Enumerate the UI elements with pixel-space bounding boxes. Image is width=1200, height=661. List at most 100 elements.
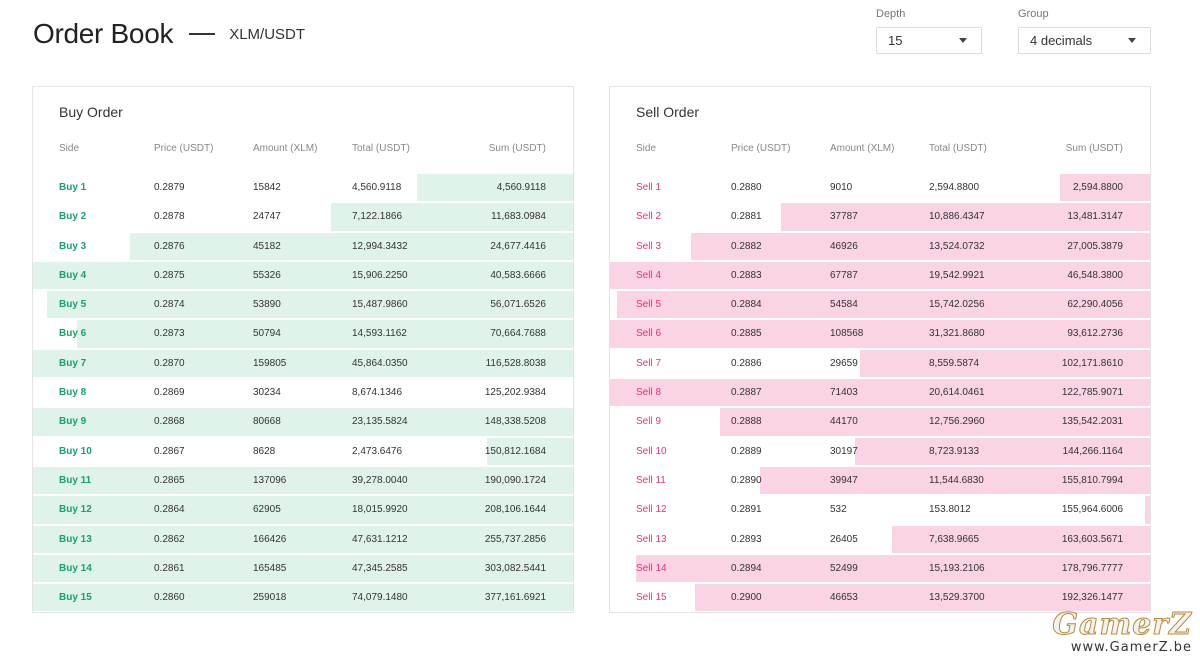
depth-bar bbox=[610, 379, 1150, 407]
total-cell: 74,079.1480 bbox=[352, 592, 408, 604]
depth-bar bbox=[130, 232, 573, 260]
table-row[interactable]: Sell 4 0.2883 67787 19,542.9921 46,548.3800 bbox=[610, 261, 1150, 290]
amount-cell: 166426 bbox=[253, 533, 287, 545]
total-cell: 45,864.0350 bbox=[352, 357, 408, 369]
amount-cell: 159805 bbox=[253, 357, 287, 369]
table-row[interactable]: Sell 8 0.2887 71403 20,614.0461 122,785.9071 bbox=[610, 378, 1150, 407]
total-cell: 7,638.9665 bbox=[929, 533, 980, 545]
page-title: Order Book bbox=[33, 18, 174, 49]
group-control: Group 4 decimals bbox=[1018, 8, 1151, 54]
table-row[interactable]: Sell 5 0.2884 54584 15,742.0256 62,290.4056 bbox=[610, 290, 1150, 319]
table-row[interactable]: Buy 10 0.2867 8628 2,473.6476 150,812.1684 bbox=[33, 437, 573, 466]
total-cell: 8,674.1346 bbox=[352, 387, 403, 399]
table-row[interactable]: Sell 12 0.2891 532 153.8012 155,964.6006 bbox=[610, 495, 1150, 524]
table-row[interactable]: Buy 4 0.2875 55326 15,906.2250 40,583.6666 bbox=[33, 261, 573, 290]
amount-cell: 532 bbox=[830, 504, 847, 516]
table-row[interactable]: Sell 11 0.2890 39947 11,544.6830 155,810.799… bbox=[610, 466, 1150, 495]
col-side: Side bbox=[59, 143, 80, 154]
price-cell: 0.2882 bbox=[731, 240, 762, 252]
amount-cell: 53890 bbox=[253, 299, 281, 311]
table-row[interactable]: Sell 13 0.2893 26405 7,638.9665 163,603.5671 bbox=[610, 525, 1150, 554]
price-cell: 0.2893 bbox=[731, 533, 762, 545]
chevron-down-icon bbox=[1128, 38, 1136, 43]
depth-bar bbox=[610, 261, 1150, 290]
group-select[interactable]: 4 decimals bbox=[1018, 27, 1151, 54]
total-cell: 13,529.3700 bbox=[929, 592, 985, 604]
depth-bar bbox=[417, 174, 573, 202]
amount-cell: 15842 bbox=[253, 182, 281, 193]
watermark-url: www.GamerZ.be bbox=[1070, 640, 1192, 655]
table-row[interactable]: Buy 13 0.2862 166426 47,631.1212 255,737.285… bbox=[33, 525, 573, 554]
depth-bar bbox=[33, 466, 573, 495]
table-row[interactable]: Buy 9 0.2868 80668 23,135.5824 148,338.5208 bbox=[33, 407, 573, 436]
table-row[interactable]: Buy 6 0.2873 50794 14,593.1162 70,664.7688 bbox=[33, 319, 573, 348]
col-total: Total (USDT) bbox=[929, 143, 987, 154]
table-row[interactable]: Buy 11 0.2865 137096 39,278.0040 190,090.172… bbox=[33, 466, 573, 495]
table-row[interactable]: Sell 10 0.2889 30197 8,723.9133 144,266.1164 bbox=[610, 437, 1150, 466]
table-row[interactable]: Buy 5 0.2874 53890 15,487.9860 56,071.6526 bbox=[33, 290, 573, 319]
table-row[interactable]: Buy 2 0.2878 24747 7,122.1866 11,683.0984 bbox=[33, 202, 573, 231]
price-cell: 0.2886 bbox=[731, 357, 762, 369]
watermark-logo: GamerZ bbox=[1052, 607, 1192, 642]
table-row[interactable]: Sell 1 0.2880 9010 2,594.8800 2,594.8800 bbox=[610, 173, 1150, 202]
price-cell: 0.2883 bbox=[731, 269, 762, 281]
price-cell: 0.2868 bbox=[154, 416, 185, 428]
table-row[interactable]: Sell 3 0.2882 46926 13,524.0732 27,005.3879 bbox=[610, 232, 1150, 261]
price-cell: 0.2869 bbox=[154, 387, 185, 399]
price-cell: 0.2878 bbox=[154, 211, 185, 223]
sum-cell: 144,266.1164 bbox=[1062, 445, 1123, 457]
col-side: Side bbox=[636, 143, 657, 154]
price-cell: 0.2864 bbox=[154, 504, 185, 516]
depth-select[interactable]: 15 bbox=[876, 27, 982, 54]
total-cell: 47,345.2585 bbox=[352, 562, 408, 574]
table-row[interactable]: Buy 3 0.2876 45182 12,994.3432 24,677.4416 bbox=[33, 232, 573, 261]
col-amount: Amount (XLM) bbox=[830, 143, 895, 154]
table-row[interactable]: Buy 14 0.2861 165485 47,345.2585 303,082.544… bbox=[33, 554, 573, 583]
sum-cell: 135,542.2031 bbox=[1061, 416, 1123, 428]
depth-label: Depth bbox=[876, 8, 906, 20]
amount-cell: 8628 bbox=[253, 445, 276, 457]
amount-cell: 137096 bbox=[253, 474, 287, 486]
sum-cell: 125,202.9384 bbox=[484, 387, 546, 399]
price-cell: 0.2891 bbox=[731, 504, 762, 516]
price-cell: 0.2876 bbox=[154, 240, 185, 252]
table-row[interactable]: Sell 2 0.2881 37787 10,886.4347 13,481.3147 bbox=[610, 202, 1150, 231]
col-sum: Sum (USDT) bbox=[488, 143, 546, 154]
table-row[interactable]: Sell 14 0.2894 52499 15,193.2106 178,796.777… bbox=[610, 554, 1150, 583]
table-row[interactable]: Buy 8 0.2869 30234 8,674.1346 125,202.9384 bbox=[33, 378, 573, 407]
table-row[interactable]: Sell 7 0.2886 29659 8,559.5874 102,171.8610 bbox=[610, 349, 1150, 378]
price-cell: 0.2880 bbox=[731, 182, 762, 193]
amount-cell: 80668 bbox=[253, 416, 281, 428]
total-cell: 2,594.8800 bbox=[929, 182, 980, 193]
table-row[interactable]: Sell 6 0.2885 108568 31,321.8680 93,612.2736 bbox=[610, 319, 1150, 348]
side-cell: Sell 10 bbox=[636, 445, 667, 457]
side-cell: Buy 5 bbox=[59, 299, 87, 311]
sum-cell: 163,603.5671 bbox=[1061, 533, 1123, 545]
table-row[interactable]: Sell 9 0.2888 44170 12,756.2960 135,542.2031 bbox=[610, 407, 1150, 436]
amount-cell: 24747 bbox=[253, 211, 281, 223]
sum-cell: 208,106.1644 bbox=[484, 504, 546, 516]
price-cell: 0.2861 bbox=[154, 562, 185, 574]
depth-bar bbox=[33, 408, 573, 436]
depth-control: Depth 15 bbox=[876, 8, 982, 54]
sum-cell: 93,612.2736 bbox=[1067, 328, 1123, 340]
table-row[interactable]: Buy 7 0.2870 159805 45,864.0350 116,528.8038 bbox=[33, 349, 573, 378]
depth-bar bbox=[691, 232, 1150, 260]
depth-bar bbox=[1145, 496, 1150, 524]
buy-order-panel: Buy Order Side Price (USDT) Amount (XLM)… bbox=[32, 86, 574, 613]
sum-cell: 56,071.6526 bbox=[490, 299, 546, 311]
table-row[interactable]: Buy 12 0.2864 62905 18,015.9920 208,106.1644 bbox=[33, 495, 573, 524]
amount-cell: 54584 bbox=[830, 299, 858, 311]
table-row[interactable]: Sell 15 0.2900 46653 13,529.3700 192,326.147… bbox=[610, 583, 1150, 612]
amount-cell: 108568 bbox=[830, 328, 864, 340]
table-row[interactable]: Buy 1 0.2879 15842 4,560.9118 4,560.9118 bbox=[33, 173, 573, 202]
side-cell: Buy 14 bbox=[59, 562, 92, 574]
total-cell: 14,593.1162 bbox=[352, 328, 407, 340]
price-cell: 0.2890 bbox=[731, 474, 762, 486]
side-cell: Buy 10 bbox=[59, 445, 92, 457]
price-cell: 0.2879 bbox=[154, 182, 185, 193]
price-cell: 0.2885 bbox=[731, 328, 762, 340]
depth-bar bbox=[854, 437, 1150, 465]
table-row[interactable]: Buy 15 0.2860 259018 74,079.1480 377,161.692… bbox=[33, 583, 573, 612]
depth-bar bbox=[331, 203, 573, 231]
